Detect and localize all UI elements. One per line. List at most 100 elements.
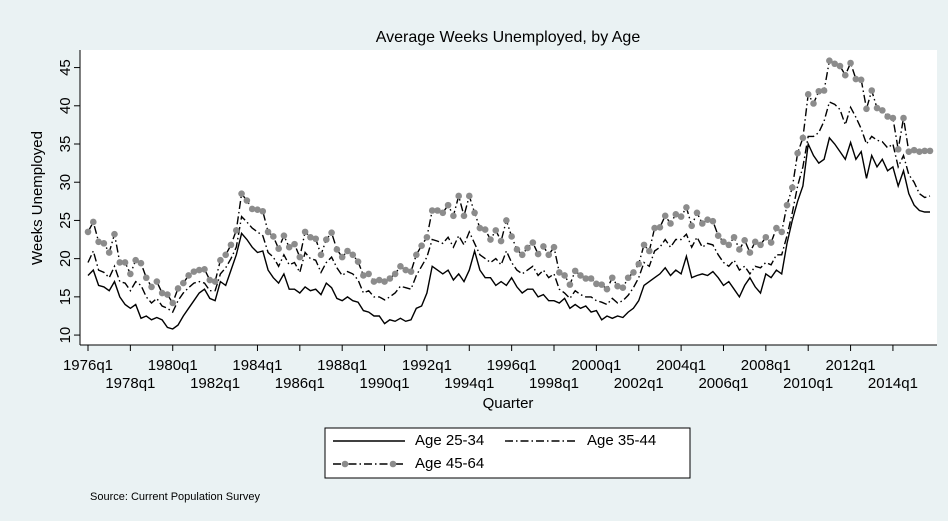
- series-marker: [826, 57, 833, 64]
- series-marker: [566, 281, 574, 288]
- series-marker: [815, 87, 823, 95]
- series-marker: [354, 258, 362, 265]
- series-marker: [677, 213, 685, 220]
- series-marker: [180, 279, 187, 287]
- series-marker: [667, 220, 674, 227]
- series-marker: [725, 241, 733, 249]
- series-line: [87, 59, 930, 305]
- series-marker: [471, 209, 478, 217]
- x-axis-title: Quarter: [483, 395, 534, 412]
- series-marker: [116, 259, 124, 266]
- series-marker: [333, 246, 341, 253]
- series-marker: [291, 240, 298, 248]
- series-marker: [137, 259, 145, 267]
- series-marker: [460, 212, 468, 220]
- series-marker: [656, 224, 664, 231]
- series-marker: [349, 251, 357, 259]
- series-marker: [190, 268, 198, 275]
- chart-title: Average Weeks Unemployed, by Age: [376, 29, 641, 46]
- series-marker: [444, 201, 452, 209]
- series-marker: [751, 238, 759, 246]
- series-marker: [100, 240, 108, 247]
- series-marker: [84, 228, 92, 236]
- x-tick-label: 2002q1: [614, 375, 664, 392]
- series-marker: [455, 192, 462, 200]
- x-tick-label: 1978q1: [105, 375, 155, 392]
- series-marker: [593, 280, 600, 288]
- series-marker: [889, 114, 897, 122]
- series-marker: [577, 272, 584, 279]
- series-marker: [248, 205, 256, 213]
- series-marker: [672, 211, 680, 218]
- series-marker: [317, 251, 325, 259]
- series-marker: [344, 247, 351, 255]
- series-marker: [683, 204, 690, 211]
- series-marker: [497, 237, 505, 245]
- series-marker: [910, 146, 918, 154]
- legend-label: Age 45-64: [415, 455, 484, 472]
- x-tick-label: 2010q1: [783, 375, 833, 392]
- series-marker: [540, 243, 547, 250]
- series-marker: [704, 216, 711, 223]
- y-tick-label: 20: [57, 250, 74, 267]
- series-marker: [571, 267, 579, 275]
- y-tick-label: 35: [57, 136, 74, 153]
- series-marker: [105, 249, 113, 256]
- x-tick-label: 1990q1: [360, 375, 410, 392]
- series-marker: [148, 283, 155, 291]
- series-marker: [550, 243, 558, 251]
- series-marker: [879, 107, 886, 114]
- series-marker: [921, 147, 929, 155]
- series-marker: [905, 148, 913, 155]
- series-marker: [111, 230, 118, 238]
- series-marker: [757, 241, 764, 249]
- y-axis-title: Weeks Unemployed: [29, 131, 46, 265]
- series-marker: [789, 184, 796, 191]
- series-marker: [487, 236, 494, 243]
- series-marker: [804, 91, 812, 98]
- series-marker: [407, 268, 415, 275]
- legend: [324, 427, 691, 479]
- series-marker: [254, 206, 261, 214]
- series-marker: [338, 253, 346, 261]
- series-marker: [153, 278, 161, 285]
- series-marker: [275, 245, 282, 253]
- series-marker: [561, 272, 568, 279]
- series-marker: [646, 247, 653, 255]
- series-marker: [185, 272, 192, 279]
- series-marker: [513, 246, 521, 253]
- series-marker: [762, 233, 770, 241]
- series-marker: [89, 218, 97, 226]
- series-marker: [323, 236, 330, 243]
- series-marker: [852, 75, 860, 83]
- series-marker: [397, 262, 404, 270]
- series-marker: [900, 114, 907, 122]
- series-marker: [217, 256, 224, 264]
- series-marker: [746, 249, 754, 256]
- series-marker: [635, 260, 643, 268]
- series-marker: [688, 222, 695, 230]
- series-marker: [434, 207, 441, 214]
- series-marker: [847, 59, 854, 67]
- series-marker: [778, 228, 786, 236]
- series-marker: [503, 217, 510, 224]
- series-marker: [518, 251, 526, 259]
- legend-marker: [341, 460, 349, 468]
- series-marker: [630, 269, 637, 276]
- y-tick-label: 25: [57, 212, 74, 229]
- series-marker: [270, 233, 277, 240]
- series-marker: [587, 275, 595, 282]
- series-marker: [545, 251, 553, 259]
- y-tick-label: 15: [57, 289, 74, 306]
- series-marker: [280, 232, 288, 240]
- series-marker: [232, 227, 240, 234]
- series-line: [87, 101, 931, 314]
- series-marker: [624, 274, 632, 282]
- series-marker: [360, 272, 367, 279]
- x-tick-label: 2014q1: [868, 375, 918, 392]
- x-tick-label: 1976q1: [63, 357, 113, 374]
- x-tick-label: 1998q1: [529, 375, 579, 392]
- series-line: [87, 136, 930, 330]
- legend-label: Age 35-44: [587, 432, 656, 449]
